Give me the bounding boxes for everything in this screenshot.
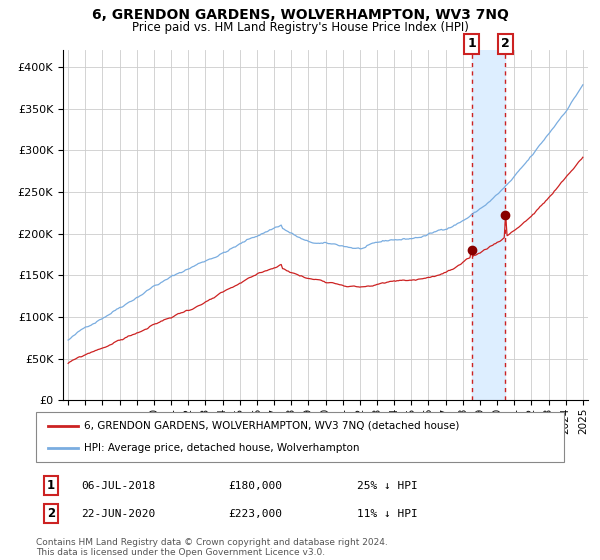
Text: 6, GRENDON GARDENS, WOLVERHAMPTON, WV3 7NQ (detached house): 6, GRENDON GARDENS, WOLVERHAMPTON, WV3 7… (84, 421, 460, 431)
Text: £223,000: £223,000 (228, 508, 282, 519)
Text: HPI: Average price, detached house, Wolverhampton: HPI: Average price, detached house, Wolv… (84, 443, 359, 453)
Text: £180,000: £180,000 (228, 480, 282, 491)
Text: Price paid vs. HM Land Registry's House Price Index (HPI): Price paid vs. HM Land Registry's House … (131, 21, 469, 34)
Text: 11% ↓ HPI: 11% ↓ HPI (357, 508, 418, 519)
Text: 25% ↓ HPI: 25% ↓ HPI (357, 480, 418, 491)
Text: 6, GRENDON GARDENS, WOLVERHAMPTON, WV3 7NQ: 6, GRENDON GARDENS, WOLVERHAMPTON, WV3 7… (92, 8, 508, 22)
Text: 06-JUL-2018: 06-JUL-2018 (81, 480, 155, 491)
Text: 2: 2 (501, 38, 509, 50)
Text: 2: 2 (47, 507, 55, 520)
Bar (472, 50, 505, 400)
Text: Contains HM Land Registry data © Crown copyright and database right 2024.
This d: Contains HM Land Registry data © Crown c… (36, 538, 388, 557)
Text: 1: 1 (467, 38, 476, 50)
Text: 22-JUN-2020: 22-JUN-2020 (81, 508, 155, 519)
Text: 1: 1 (47, 479, 55, 492)
